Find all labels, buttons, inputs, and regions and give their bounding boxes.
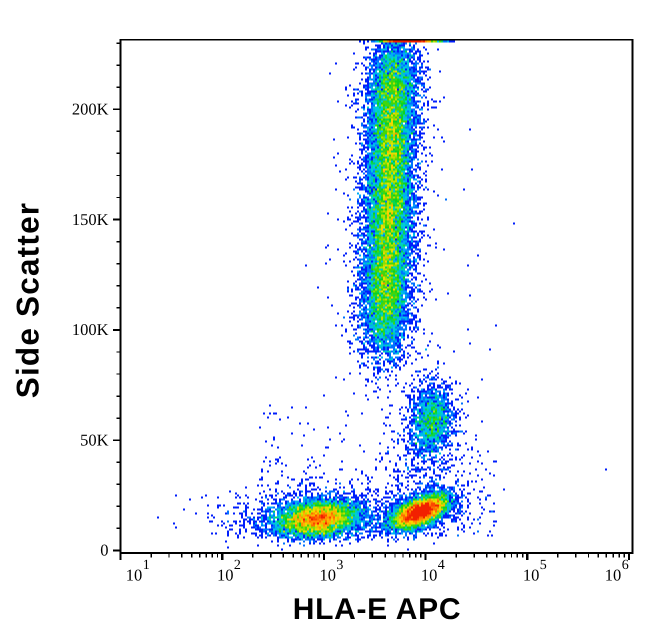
svg-text:10: 10 bbox=[217, 566, 234, 585]
svg-text:50K: 50K bbox=[80, 430, 109, 449]
svg-text:10: 10 bbox=[320, 566, 337, 585]
svg-text:10: 10 bbox=[421, 566, 438, 585]
svg-text:10: 10 bbox=[523, 566, 540, 585]
svg-text:0: 0 bbox=[100, 541, 108, 560]
svg-text:6: 6 bbox=[622, 558, 629, 573]
svg-text:3: 3 bbox=[336, 558, 343, 573]
svg-text:1: 1 bbox=[143, 558, 150, 573]
svg-text:10: 10 bbox=[126, 566, 143, 585]
svg-text:2: 2 bbox=[234, 558, 241, 573]
svg-text:200K: 200K bbox=[72, 100, 109, 119]
svg-text:4: 4 bbox=[438, 558, 445, 573]
svg-text:5: 5 bbox=[540, 558, 547, 573]
svg-text:10: 10 bbox=[605, 566, 622, 585]
svg-text:Side Scatter: Side Scatter bbox=[10, 202, 46, 398]
svg-text:HLA-E APC: HLA-E APC bbox=[293, 593, 462, 626]
svg-text:150K: 150K bbox=[72, 210, 109, 229]
svg-text:100K: 100K bbox=[72, 320, 109, 339]
